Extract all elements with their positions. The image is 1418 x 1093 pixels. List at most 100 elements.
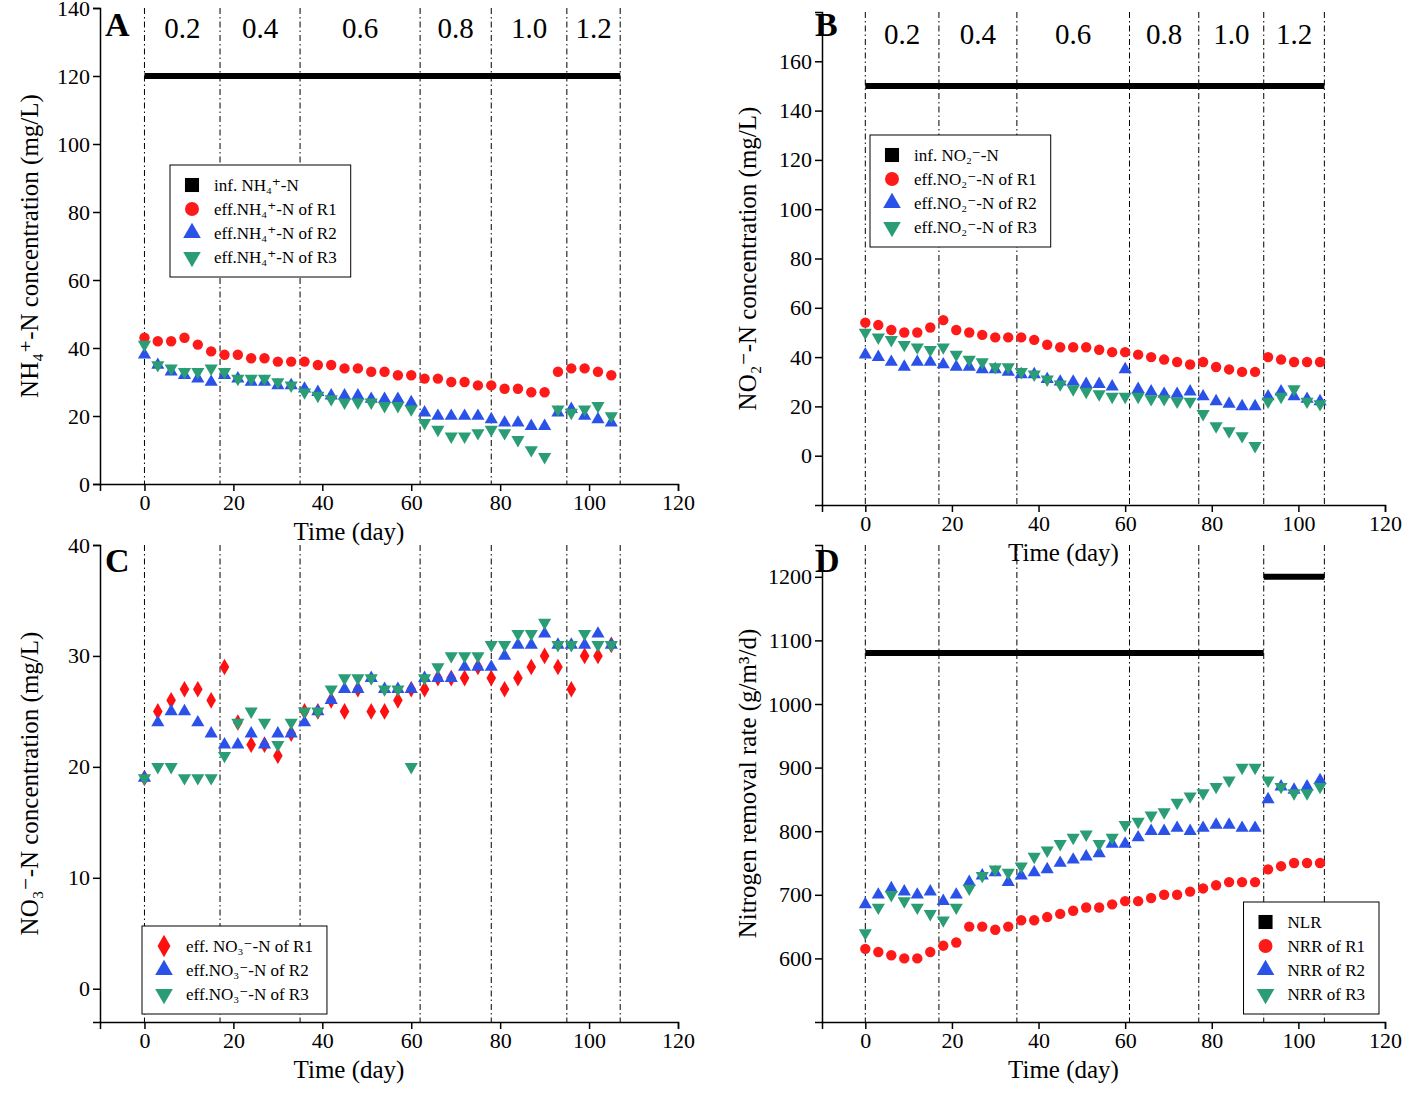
y-axis-title: NO₃⁻-N concentration (mg/L) [16, 632, 44, 936]
data-point [485, 641, 498, 652]
data-point [1248, 820, 1261, 831]
data-point [963, 874, 976, 885]
panel-title: A [105, 6, 130, 43]
data-point [1223, 777, 1236, 788]
data-point [246, 353, 256, 363]
phase-line [1198, 545, 1199, 1022]
data-point [938, 315, 948, 325]
data-point [964, 327, 974, 337]
data-point [391, 402, 404, 413]
data-point [1315, 357, 1325, 367]
data-point [498, 429, 511, 440]
data-point [1015, 862, 1028, 873]
data-point [259, 353, 269, 363]
data-point [191, 715, 204, 726]
data-point [166, 336, 176, 346]
data-point [1263, 864, 1273, 874]
tick-label: 1000 [768, 692, 812, 717]
tick-mark [93, 878, 100, 880]
data-point [885, 881, 898, 892]
data-point [886, 950, 896, 960]
legend-item: NRR of R1 [1259, 937, 1365, 956]
data-point [1107, 347, 1117, 357]
data-point [1171, 398, 1184, 409]
data-point [498, 641, 511, 652]
data-point [191, 368, 204, 379]
tick-label: 0 [79, 472, 90, 497]
legend: eff. NO₃⁻-N of R1eff.NO₃⁻-N of R2eff.NO₃… [142, 926, 327, 1014]
data-point [937, 357, 950, 368]
tick: 20 [223, 1022, 245, 1053]
tick: 0 [79, 472, 100, 497]
data-point [1276, 861, 1286, 871]
data-point [1146, 352, 1156, 362]
tick: 80 [490, 1022, 512, 1053]
data-point [925, 322, 935, 332]
data-point [898, 897, 911, 908]
data-point [1054, 380, 1067, 391]
data-point [1016, 915, 1026, 925]
data-point [1042, 912, 1052, 922]
data-point [1172, 357, 1182, 367]
data-point [950, 887, 963, 898]
data-point [1197, 789, 1210, 800]
tick-label: 40 [68, 533, 90, 558]
data-point [445, 652, 458, 663]
data-point [473, 380, 483, 390]
legend-label: eff.NO₃⁻-N of R2 [186, 961, 309, 980]
data-point [593, 367, 603, 377]
data-point [976, 358, 989, 369]
data-point [286, 356, 296, 366]
tick-label: 900 [779, 755, 812, 780]
data-point [1093, 377, 1106, 388]
tick: 20 [68, 404, 100, 429]
tick: 40 [790, 345, 822, 370]
data-point [525, 630, 538, 641]
data-point [405, 405, 418, 416]
tick-label: 140 [57, 0, 90, 21]
data-point [1261, 777, 1274, 788]
data-point [511, 630, 524, 641]
legend-box [170, 165, 351, 277]
phase-line [566, 545, 567, 1022]
legend-label: inf. NH₄⁺-N [214, 176, 299, 195]
tick: 40 [1028, 1022, 1050, 1053]
data-point [898, 359, 911, 370]
tick-label: 30 [68, 643, 90, 668]
legend-item: eff.NO₂⁻-N of R2 [883, 193, 1037, 213]
data-point [165, 704, 178, 715]
data-point [1119, 821, 1132, 832]
plot-area [138, 545, 620, 1022]
data-point [899, 327, 909, 337]
data-point [405, 763, 418, 774]
legend-label: inf. NO₂⁻-N [914, 146, 999, 165]
data-point [990, 332, 1000, 342]
series-points [138, 341, 618, 465]
data-point [205, 774, 218, 785]
panel: 020406080100120010203040Time (day)NO₃⁻-N… [16, 533, 695, 1084]
data-point [206, 692, 216, 709]
data-point [245, 375, 258, 386]
data-point [580, 648, 590, 665]
data-point [1224, 364, 1234, 374]
tick: 120 [57, 64, 100, 89]
data-point [1080, 849, 1093, 860]
data-point [951, 325, 961, 335]
tick: 160 [779, 49, 822, 74]
tick-mark [815, 767, 822, 769]
data-point [325, 685, 338, 696]
data-point [937, 916, 950, 927]
data-point [924, 346, 937, 357]
data-point [1198, 883, 1208, 893]
tick: 40 [1028, 505, 1050, 536]
tick-label: 0 [79, 976, 90, 1001]
phase-label: 0.8 [438, 12, 474, 44]
data-point [873, 947, 883, 957]
data-point [859, 897, 872, 908]
data-point [138, 774, 151, 785]
data-point [1197, 820, 1210, 831]
data-point [205, 365, 218, 376]
data-point [339, 363, 349, 373]
tick-label: 800 [779, 819, 812, 844]
tick-mark [815, 258, 822, 260]
